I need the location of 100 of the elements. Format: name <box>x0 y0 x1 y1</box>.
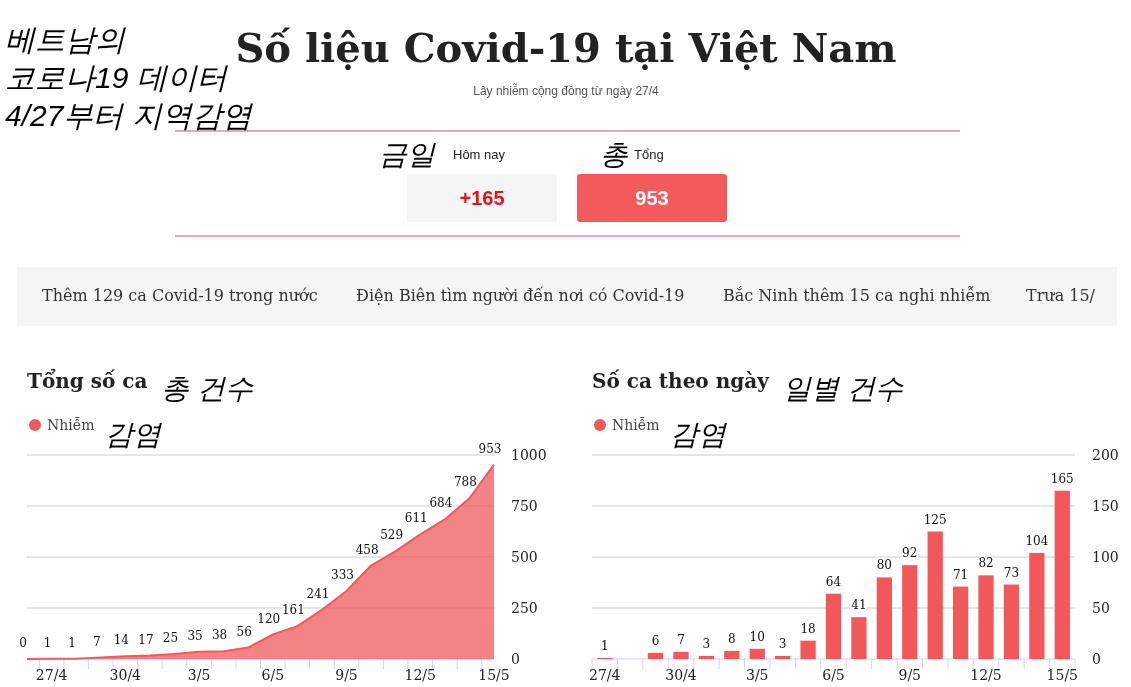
data-label: 788 <box>453 475 477 490</box>
x-tick-label: 6/5 <box>261 667 285 683</box>
data-label: 953 <box>478 441 502 456</box>
data-label: 120 <box>257 611 281 626</box>
bar <box>1003 584 1020 659</box>
y-tick-label: 0 <box>511 651 520 667</box>
text: 953 <box>635 187 669 209</box>
data-label: 6 <box>651 633 660 648</box>
bar <box>1029 552 1045 659</box>
data-label: 92 <box>902 546 918 561</box>
data-label: 1 <box>68 635 76 650</box>
data-label: 56 <box>236 624 252 639</box>
y-tick-label: 150 <box>1092 498 1119 514</box>
text: Lây nhiễm cộng đồng từ ngày 27/4 <box>473 83 660 98</box>
text: 4/27부터 지역감염 <box>5 99 254 132</box>
bar <box>749 648 765 659</box>
x-tick-label: 9/5 <box>898 667 922 683</box>
y-tick-label: 0 <box>1092 651 1101 667</box>
y-tick-label: 750 <box>511 498 538 514</box>
bar <box>952 586 969 659</box>
text: Trưa 15/ <box>1026 286 1096 305</box>
data-label: 73 <box>1003 565 1020 580</box>
data-label: 8 <box>728 631 736 646</box>
data-label: 125 <box>923 512 947 527</box>
data-label: 3 <box>702 636 711 651</box>
x-tick-label: 3/5 <box>187 667 211 683</box>
x-tick-label: 15/5 <box>478 667 510 683</box>
bar <box>673 651 689 659</box>
data-label: 17 <box>138 632 154 647</box>
data-label: 3 <box>778 636 787 651</box>
text: Thêm 129 ca Covid-19 trong nước <box>42 286 318 305</box>
data-label: 684 <box>429 496 453 511</box>
legend: Nhiễm <box>594 417 660 433</box>
text: 감염 <box>105 419 163 450</box>
data-label: 611 <box>404 511 428 526</box>
bar <box>647 652 664 659</box>
legend: Nhiễm <box>29 417 95 433</box>
data-label: 165 <box>1050 471 1074 486</box>
text: +165 <box>459 187 505 209</box>
text: Tổng <box>634 147 664 162</box>
bar <box>978 575 994 659</box>
y-tick-label: 200 <box>1092 447 1119 463</box>
y-tick-label: 500 <box>511 549 538 565</box>
y-tick-label: 1000 <box>511 447 547 463</box>
data-label: 82 <box>978 556 994 571</box>
text: Hôm nay <box>453 147 506 162</box>
chart-title: Số ca theo ngày <box>592 369 771 393</box>
data-label: 241 <box>306 586 330 601</box>
y-tick-label: 50 <box>1092 600 1110 616</box>
text: 총 <box>600 139 628 170</box>
data-label: 35 <box>187 628 203 643</box>
bar <box>775 655 791 659</box>
text: 감염 <box>670 419 728 450</box>
data-label: 7 <box>677 632 685 647</box>
x-tick-label: 9/5 <box>335 667 358 683</box>
text: Bắc Ninh thêm 15 ca nghi nhiễm <box>723 286 991 305</box>
data-label: 80 <box>876 558 892 573</box>
data-label: 64 <box>825 574 842 589</box>
x-tick-label: 12/5 <box>970 667 1002 683</box>
x-tick-label: 15/5 <box>1046 667 1079 683</box>
bar <box>902 565 918 659</box>
data-label: 0 <box>19 636 27 650</box>
x-tick-label: 30/4 <box>109 667 142 683</box>
bar <box>698 655 715 659</box>
data-label: 41 <box>851 598 867 613</box>
y-tick-label: 250 <box>511 600 538 616</box>
text: 베트남의 <box>5 23 127 56</box>
legend-label: Nhiễm <box>47 417 95 433</box>
bar <box>927 531 943 659</box>
text: Điện Biên tìm người đến nơi có Covid-19 <box>356 286 685 305</box>
bar <box>851 617 867 659</box>
text: 코로나19 데이터 <box>5 61 229 94</box>
data-label: 1 <box>43 635 52 650</box>
data-label: 7 <box>92 634 101 649</box>
data-label: 18 <box>800 621 816 636</box>
bar <box>800 640 816 659</box>
data-label: 529 <box>380 528 404 543</box>
data-label: 161 <box>281 603 305 618</box>
data-label: 458 <box>355 542 379 557</box>
data-label: 10 <box>749 629 765 644</box>
data-label: 25 <box>162 630 179 645</box>
data-label: 104 <box>1025 533 1049 548</box>
chart-title: Tổng số ca <box>27 368 148 393</box>
data-label: 14 <box>113 633 130 648</box>
text: Số liệu Covid-19 tại Việt Nam <box>235 24 897 71</box>
x-tick-label: 30/4 <box>665 667 697 683</box>
legend-label: Nhiễm <box>612 417 660 433</box>
data-label: 333 <box>331 568 354 583</box>
x-tick-label: 3/5 <box>745 667 769 683</box>
bar <box>876 577 892 659</box>
y-tick-label: 100 <box>1092 549 1119 565</box>
text: 일별 건수 <box>782 373 904 404</box>
bar <box>825 593 842 659</box>
text: 총 건수 <box>161 373 255 404</box>
x-tick-label: 12/5 <box>404 667 436 683</box>
x-tick-label: 27/4 <box>35 667 68 683</box>
data-label: 71 <box>952 567 969 582</box>
bar <box>1054 490 1070 659</box>
text: 금일 <box>379 139 437 170</box>
data-label: 1 <box>600 638 609 653</box>
